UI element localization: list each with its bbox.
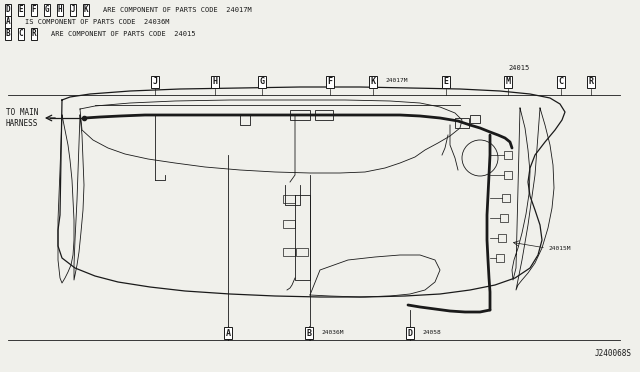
Text: C: C	[559, 77, 563, 87]
Text: A: A	[6, 17, 10, 26]
Text: K: K	[84, 6, 88, 15]
Text: J: J	[152, 77, 157, 87]
Text: 24015M: 24015M	[548, 246, 570, 250]
Bar	[502, 194, 510, 202]
Text: A: A	[225, 328, 230, 337]
Bar	[496, 254, 504, 262]
Text: H: H	[212, 77, 218, 87]
Bar	[498, 234, 506, 242]
Text: ARE COMPONENT OF PARTS CODE  24017M: ARE COMPONENT OF PARTS CODE 24017M	[103, 7, 252, 13]
Text: K: K	[371, 77, 376, 87]
Text: R: R	[32, 29, 36, 38]
Text: 24058: 24058	[422, 330, 441, 336]
Text: D: D	[6, 6, 10, 15]
Bar	[283, 248, 295, 256]
Bar	[283, 195, 295, 203]
Text: J: J	[70, 6, 76, 15]
Text: TO MAIN
HARNESS: TO MAIN HARNESS	[6, 108, 38, 128]
Bar	[296, 248, 308, 256]
Text: ARE COMPONENT OF PARTS CODE  24015: ARE COMPONENT OF PARTS CODE 24015	[51, 31, 195, 37]
Text: D: D	[408, 328, 413, 337]
Bar	[290, 110, 310, 120]
Text: R: R	[589, 77, 593, 87]
Text: H: H	[58, 6, 62, 15]
Bar	[455, 118, 469, 128]
Text: C: C	[19, 29, 23, 38]
Text: E: E	[19, 6, 23, 15]
Text: 24017M: 24017M	[385, 78, 408, 83]
Text: E: E	[444, 77, 449, 87]
Text: F: F	[328, 77, 333, 87]
Text: F: F	[32, 6, 36, 15]
Text: B: B	[307, 328, 312, 337]
Bar	[500, 214, 508, 222]
Bar	[315, 110, 333, 120]
Text: M: M	[506, 77, 511, 87]
Text: J240068S: J240068S	[595, 349, 632, 358]
Bar	[283, 220, 295, 228]
Text: G: G	[45, 6, 49, 15]
Bar	[504, 171, 512, 179]
Text: B: B	[6, 29, 10, 38]
Text: G: G	[259, 77, 264, 87]
Text: 24015: 24015	[508, 65, 529, 71]
Text: IS COMPONENT OF PARTS CODE  24036M: IS COMPONENT OF PARTS CODE 24036M	[25, 19, 170, 25]
Bar	[470, 115, 480, 123]
Text: 24036M: 24036M	[321, 330, 344, 336]
Bar	[504, 151, 512, 159]
